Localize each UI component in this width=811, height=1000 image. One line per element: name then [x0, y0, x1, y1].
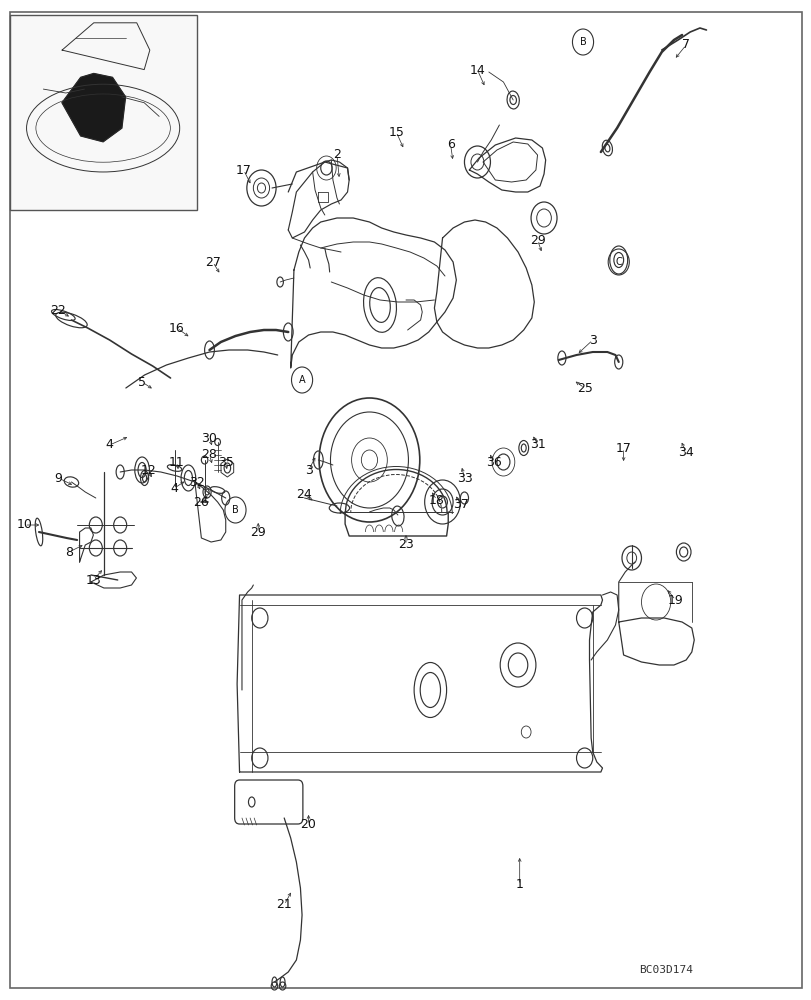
Text: 25: 25 [576, 381, 592, 394]
Text: 19: 19 [667, 593, 683, 606]
Text: 24: 24 [296, 488, 312, 502]
Text: 29: 29 [250, 526, 266, 538]
Text: 12: 12 [140, 464, 157, 477]
Text: 1: 1 [515, 879, 523, 892]
Text: 4: 4 [170, 482, 178, 494]
Text: B: B [232, 505, 238, 515]
Text: 4: 4 [105, 438, 114, 452]
Text: 32: 32 [188, 476, 204, 488]
Text: 17: 17 [235, 163, 251, 176]
Text: 5: 5 [138, 375, 146, 388]
Text: 28: 28 [201, 448, 217, 462]
Text: 7: 7 [681, 38, 689, 51]
Text: 14: 14 [469, 64, 485, 77]
Text: 16: 16 [169, 322, 185, 334]
Text: 18: 18 [428, 493, 444, 506]
Text: 29: 29 [529, 233, 545, 246]
Text: 6: 6 [446, 138, 454, 151]
Text: 36: 36 [485, 456, 501, 468]
Text: 27: 27 [204, 255, 221, 268]
Text: 9: 9 [54, 472, 62, 485]
Text: 35: 35 [217, 456, 234, 468]
Text: 15: 15 [388, 125, 404, 138]
Polygon shape [62, 74, 126, 142]
Text: 3: 3 [588, 334, 596, 347]
Text: BC03D174: BC03D174 [638, 965, 692, 975]
Text: 26: 26 [193, 495, 209, 508]
Text: 11: 11 [169, 456, 185, 468]
Text: 34: 34 [677, 446, 693, 458]
Text: 37: 37 [453, 498, 469, 512]
Text: 23: 23 [397, 538, 414, 552]
Text: 30: 30 [201, 432, 217, 444]
Text: A: A [298, 375, 305, 385]
Text: 33: 33 [456, 472, 472, 485]
Text: 21: 21 [276, 898, 292, 912]
Text: C: C [615, 257, 621, 267]
Text: 17: 17 [615, 442, 631, 454]
Text: 2: 2 [333, 148, 341, 161]
Text: 3: 3 [304, 464, 312, 477]
Text: B: B [579, 37, 586, 47]
Text: 22: 22 [50, 304, 67, 316]
Text: 31: 31 [529, 438, 545, 450]
Bar [10, 15, 196, 210]
Text: 20: 20 [300, 818, 316, 832]
Text: 8: 8 [65, 546, 73, 558]
Text: 13: 13 [85, 574, 101, 586]
Text: 10: 10 [16, 518, 32, 532]
